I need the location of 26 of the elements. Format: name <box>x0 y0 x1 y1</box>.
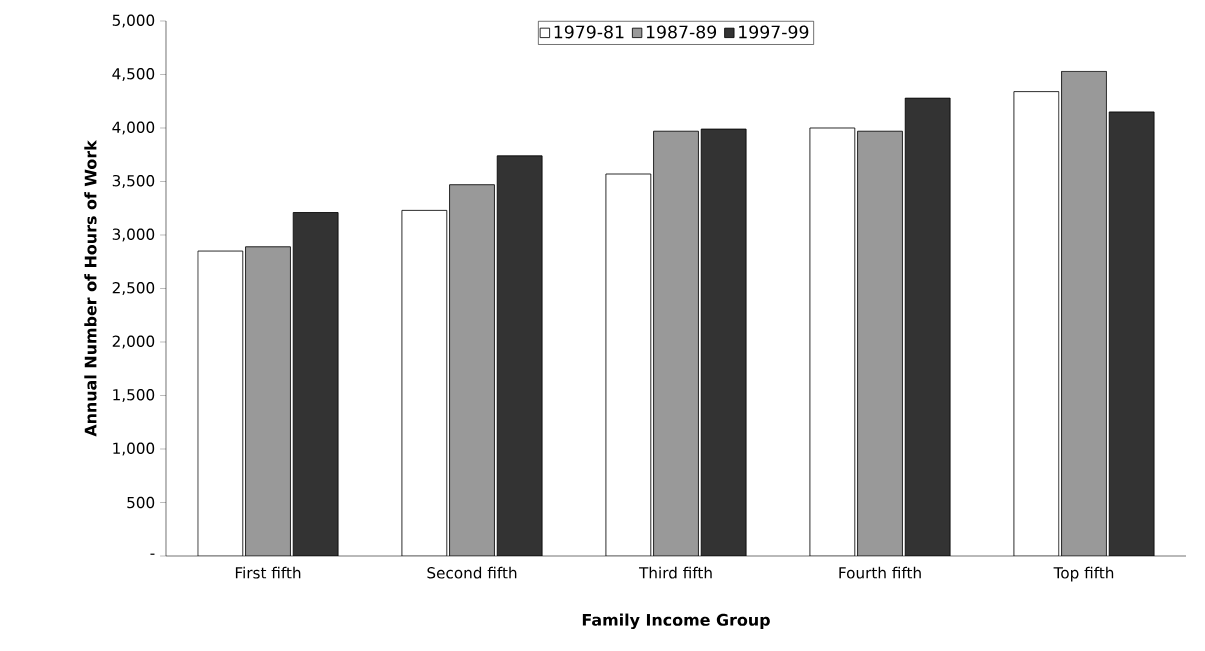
x-tick-label: First fifth <box>235 566 301 579</box>
y-tick-label: 5,000 <box>112 14 155 28</box>
y-tick-label: 2,000 <box>112 335 155 349</box>
x-tick-label: Top fifth <box>1053 566 1114 582</box>
bar <box>700 128 747 556</box>
legend-label: 1987-89 <box>646 25 717 39</box>
legend-label: 1979-81 <box>554 25 624 39</box>
y-tick-label: 1,500 <box>113 388 155 403</box>
x-tick-label: Third fifth <box>638 566 712 579</box>
y-tick-label: 4,000 <box>112 121 155 135</box>
x-tick-label: Second fifth <box>427 566 517 579</box>
bar <box>904 97 951 556</box>
y-tick-label: - <box>150 553 155 555</box>
y-axis-title: Annual Number of Hours of Work <box>84 139 97 437</box>
y-tick-label: 1,000 <box>113 442 155 456</box>
y-tick-label: 2,500 <box>112 281 155 296</box>
bar <box>292 212 339 556</box>
y-tick-label: 500 <box>127 496 155 509</box>
x-axis-title: Family Income Group <box>582 613 770 630</box>
y-tick-label: 4,500 <box>112 67 155 82</box>
y-tick-label: 3,500 <box>112 174 155 189</box>
bar <box>1108 111 1155 556</box>
legend-label: 1997-99 <box>739 25 809 39</box>
y-tick-label: 3,000 <box>112 228 155 242</box>
bar <box>496 155 543 556</box>
x-tick-label: Fourth fifth <box>839 566 921 579</box>
